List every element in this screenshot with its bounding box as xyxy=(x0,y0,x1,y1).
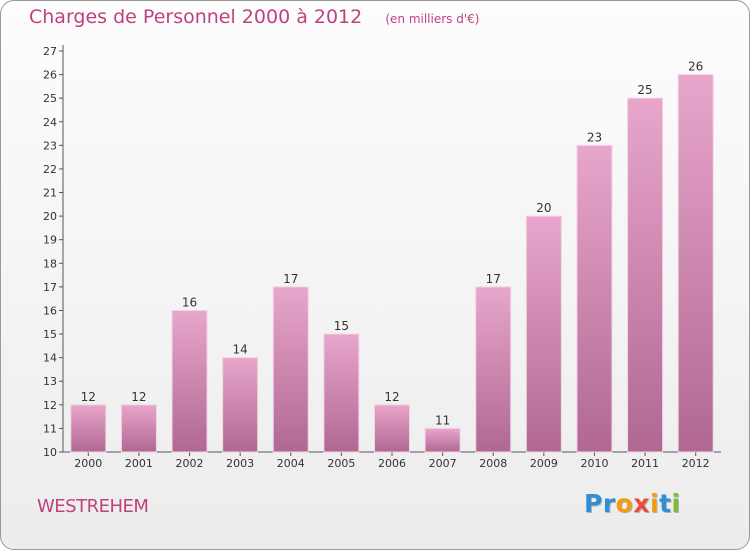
x-tick-label: 2007 xyxy=(429,457,457,470)
bar-2002 xyxy=(171,309,208,453)
x-tick-label: 2000 xyxy=(74,457,102,470)
bar-value-label: 17 xyxy=(283,272,298,286)
y-tick-label: 27 xyxy=(43,45,57,58)
logo-letter: r xyxy=(602,489,616,518)
bar-2004 xyxy=(272,286,309,453)
bar-value-label: 25 xyxy=(637,83,652,97)
y-tick-label: 12 xyxy=(43,399,57,412)
y-tick-label: 22 xyxy=(43,163,57,176)
bar-2011 xyxy=(627,97,664,453)
bar-2006 xyxy=(374,404,410,453)
bar-value-label: 16 xyxy=(182,295,197,309)
bar-value-label: 11 xyxy=(435,413,450,427)
x-tick-label: 2011 xyxy=(631,457,659,470)
bar-value-label: 23 xyxy=(587,130,602,144)
logo-letter: t xyxy=(659,489,672,518)
y-tick-label: 24 xyxy=(43,116,57,129)
bar-2010 xyxy=(576,144,613,453)
x-tick-label: 2009 xyxy=(530,457,558,470)
commune-name: WESTREHEM xyxy=(37,496,149,517)
bar-2009 xyxy=(525,215,562,453)
chart-title: Charges de Personnel 2000 à 2012 xyxy=(29,6,363,28)
bar-value-label: 12 xyxy=(384,390,399,404)
bar-labels: 12 12 16 14 17 15 12 11 17 20 23 25 26 xyxy=(81,60,704,428)
chart-unit-note: (en milliers d'€) xyxy=(385,12,480,26)
bar-value-label: 15 xyxy=(334,319,349,333)
bar-2001 xyxy=(120,404,157,453)
bar-2007 xyxy=(424,427,461,453)
bar-value-label: 17 xyxy=(486,272,501,286)
y-tick-label: 11 xyxy=(43,422,57,435)
x-tick-label: 2012 xyxy=(682,457,710,470)
y-tick-label: 15 xyxy=(43,328,57,341)
y-tick-label: 21 xyxy=(43,187,57,200)
y-tick-label: 26 xyxy=(43,69,57,82)
y-tick-label: 19 xyxy=(43,234,57,247)
y-tick-label: 17 xyxy=(43,281,57,294)
y-tick-label: 20 xyxy=(43,210,57,223)
y-tick-label: 14 xyxy=(43,352,57,365)
y-tick-label: 18 xyxy=(43,257,57,270)
x-tick-label: 2003 xyxy=(226,457,254,470)
x-tick-label: 2006 xyxy=(378,457,406,470)
bar-value-label: 20 xyxy=(536,201,551,215)
x-tick-label: 2005 xyxy=(327,457,355,470)
bar-2005 xyxy=(323,333,360,453)
bars xyxy=(70,74,714,453)
bar-value-label: 26 xyxy=(688,60,703,74)
x-tick-label: 2002 xyxy=(176,457,204,470)
logo-letter: o xyxy=(615,489,634,518)
y-tick-label: 23 xyxy=(43,139,57,152)
logo-letter: x xyxy=(633,489,650,518)
bar-value-label: 12 xyxy=(131,390,146,404)
x-tick-label: 2001 xyxy=(125,457,153,470)
x-tick-label: 2008 xyxy=(479,457,507,470)
proxiti-logo: Proxiti xyxy=(584,489,681,518)
x-tick-label: 2004 xyxy=(277,457,305,470)
logo-letter: i xyxy=(650,489,660,518)
bar-2003 xyxy=(222,357,259,453)
y-tick-label: 13 xyxy=(43,375,57,388)
x-tick-label: 2010 xyxy=(580,457,608,470)
logo-letter: P xyxy=(584,489,603,518)
bar-value-label: 12 xyxy=(81,390,96,404)
bar-2000 xyxy=(70,404,107,453)
title-row: Charges de Personnel 2000 à 2012 (en mil… xyxy=(29,6,479,28)
logo-letter: i xyxy=(671,489,681,518)
bar-2008 xyxy=(475,286,512,453)
y-tick-label: 10 xyxy=(43,446,57,459)
bar-value-label: 14 xyxy=(233,343,248,357)
y-tick-label: 16 xyxy=(43,304,57,317)
y-tick-label: 25 xyxy=(43,92,57,105)
bar-2012 xyxy=(677,74,714,453)
